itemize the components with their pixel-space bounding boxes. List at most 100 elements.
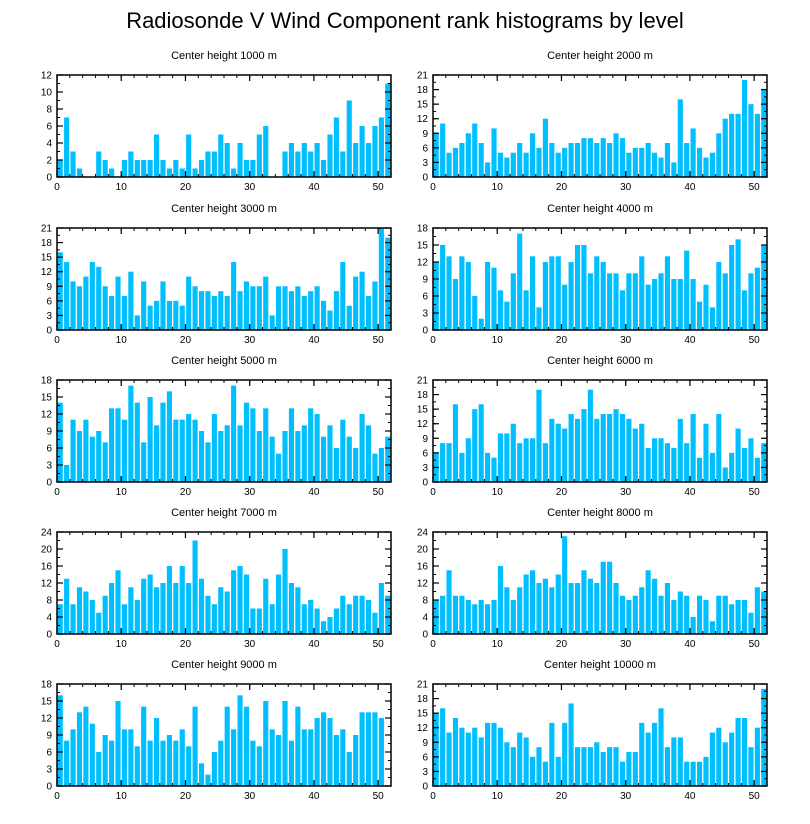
bar xyxy=(160,583,166,634)
bar xyxy=(96,151,102,177)
bar xyxy=(594,143,600,177)
bar xyxy=(147,305,153,330)
y-tick-label: 4 xyxy=(46,613,52,624)
bar xyxy=(735,600,741,634)
bar xyxy=(340,595,346,634)
bar xyxy=(141,281,147,330)
y-tick-label: 3 xyxy=(46,765,52,776)
bar xyxy=(446,152,452,177)
x-tick-label: 10 xyxy=(116,639,128,650)
bar xyxy=(250,408,256,482)
bar xyxy=(96,431,102,482)
bar xyxy=(607,273,613,330)
bar xyxy=(722,118,728,177)
x-tick-label: 0 xyxy=(54,639,60,650)
bar xyxy=(542,443,548,482)
bar xyxy=(147,160,153,177)
bar xyxy=(76,168,83,177)
bar xyxy=(645,732,651,786)
bar xyxy=(76,431,83,482)
x-tick-label: 10 xyxy=(116,335,128,346)
x-tick-label: 40 xyxy=(684,335,696,346)
bar xyxy=(472,123,478,177)
bar xyxy=(333,291,339,330)
bar xyxy=(333,117,339,177)
bar xyxy=(581,138,587,177)
x-tick-label: 0 xyxy=(430,335,436,346)
x-tick-label: 40 xyxy=(308,791,320,802)
bar xyxy=(231,168,237,177)
bar xyxy=(327,718,333,786)
bar xyxy=(574,418,581,482)
x-tick-label: 50 xyxy=(749,335,761,346)
y-tick-label: 0 xyxy=(422,782,428,793)
bar xyxy=(102,595,108,634)
bar xyxy=(677,591,683,634)
bar xyxy=(671,448,677,482)
bar xyxy=(115,570,121,634)
bar xyxy=(250,160,256,177)
bar xyxy=(141,706,147,786)
y-tick-label: 9 xyxy=(422,738,428,749)
y-tick-label: 18 xyxy=(417,224,429,235)
bar xyxy=(645,284,651,330)
bar xyxy=(211,151,217,177)
bar xyxy=(96,612,102,634)
bar xyxy=(729,452,735,482)
bar xyxy=(504,157,510,177)
bar xyxy=(703,756,709,786)
panel-4: Center height 4000 m 0 10 20 30 40 50 0 3 6 9 12 15 1… xyxy=(417,203,768,346)
bar xyxy=(446,570,452,634)
bar xyxy=(735,428,741,482)
bar xyxy=(192,540,198,634)
bar xyxy=(626,418,632,482)
y-tick-label: 24 xyxy=(417,528,429,539)
bar xyxy=(549,256,555,330)
bar xyxy=(134,746,140,786)
bar xyxy=(613,747,619,786)
bar xyxy=(179,419,185,482)
bar xyxy=(166,735,172,786)
panel-title: Center height 10000 m xyxy=(544,659,656,671)
bar xyxy=(684,761,690,786)
bar xyxy=(250,740,256,786)
bar xyxy=(179,305,185,330)
bar xyxy=(536,583,542,634)
bar xyxy=(308,729,314,786)
bar xyxy=(613,273,619,330)
bar xyxy=(102,442,108,482)
bar xyxy=(465,438,471,482)
bar xyxy=(696,457,703,482)
bar xyxy=(639,147,645,177)
bar xyxy=(314,286,320,330)
bar xyxy=(485,722,491,786)
y-tick-label: 12 xyxy=(41,714,53,725)
bar xyxy=(664,443,671,482)
bar xyxy=(365,425,372,482)
bar xyxy=(385,595,391,634)
bar xyxy=(529,756,536,786)
bar xyxy=(192,419,198,482)
bar xyxy=(587,578,593,634)
bar xyxy=(198,763,205,786)
bar xyxy=(243,281,250,330)
bar xyxy=(562,536,568,634)
y-tick-label: 0 xyxy=(46,478,52,489)
bar xyxy=(600,414,606,482)
bar xyxy=(722,595,728,634)
bar xyxy=(709,307,715,330)
bar xyxy=(76,712,83,786)
bar xyxy=(523,290,529,330)
bar xyxy=(523,152,529,177)
bar xyxy=(632,147,638,177)
bar xyxy=(372,453,378,482)
bar xyxy=(574,245,581,330)
bar xyxy=(677,737,683,786)
bar xyxy=(549,722,555,786)
bar xyxy=(256,431,262,482)
bar xyxy=(57,160,63,177)
bar xyxy=(205,442,211,482)
bar xyxy=(96,752,102,786)
bar xyxy=(485,162,491,177)
bar xyxy=(128,385,134,482)
